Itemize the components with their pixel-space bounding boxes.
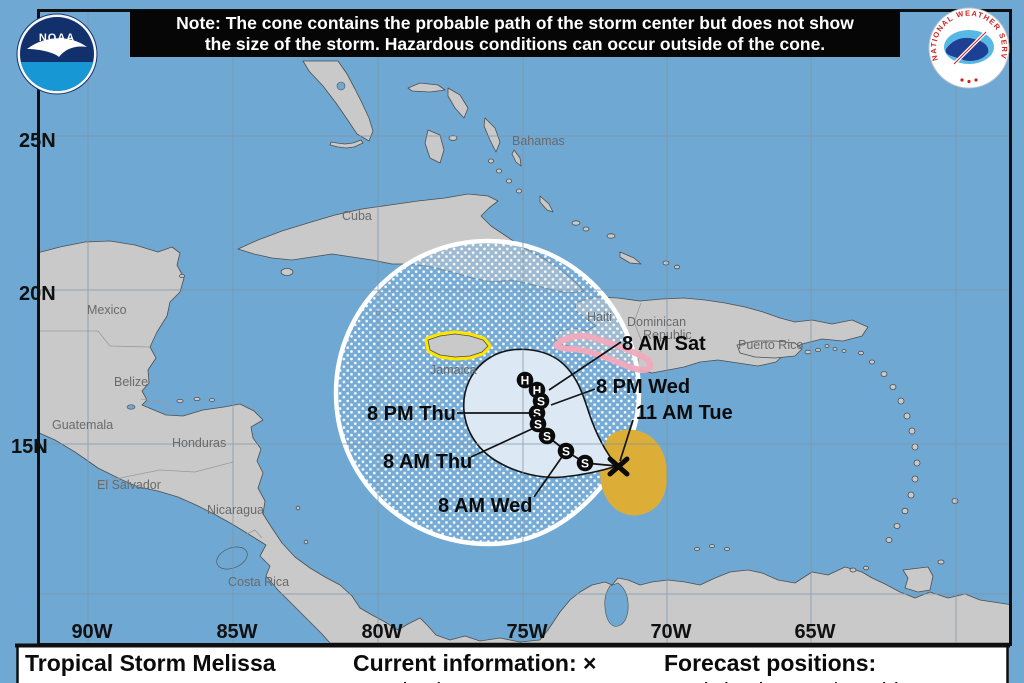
lat-label-25n: 25N [19,130,56,152]
lon-label-90w: 90W [71,621,112,643]
track-point-marker: S [557,442,575,460]
footer-panel: Tropical Storm Melissa Tuesday October 2… [15,643,1010,683]
note-banner: Note: The cone contains the probable pat… [130,10,900,57]
note-banner-line1: Note: The cone contains the probable pat… [176,13,854,33]
noaa-seagull-icon [27,38,87,57]
noaa-logo-text: NOAA [39,32,75,44]
time-label-8am-thu: 8 AM Thu [383,451,472,473]
label-jamaica: Jamaica [430,363,477,377]
svg-text:S: S [534,418,542,432]
label-honduras: Honduras [172,436,226,450]
svg-text:S: S [537,395,545,409]
label-dominican: Dominican [627,315,686,329]
label-mexico: Mexico [87,303,127,317]
time-label-8pm-thu: 8 PM Thu [367,403,456,425]
current-information-label: Current information: × [353,650,596,676]
lat-label-20n: 20N [19,283,56,305]
lon-label-70w: 70W [650,621,691,643]
current-position-x-marker [607,456,630,477]
label-costa-rica: Costa Rica [228,575,289,589]
label-haiti: Haiti [587,310,612,324]
central-south-america-landmass [37,240,1012,644]
puerto-rico-landmass [736,340,803,359]
axis-labels: 25N 20N 15N 90W 85W 80W 75W 70W 65W [11,130,836,643]
svg-text:H: H [533,384,542,398]
track-point-marker: S [576,454,594,472]
leader-lines [457,341,634,498]
track-point-marker: S [529,415,547,433]
forecast-position-markers: H H S S S S S S [516,371,594,472]
svg-text:H: H [521,374,530,388]
svg-text:S: S [533,407,541,421]
label-guatemala: Guatemala [52,418,113,432]
bahamas-islands [407,82,680,270]
note-banner-line2: the size of the storm. Hazardous conditi… [205,34,825,54]
lon-label-80w: 80W [361,621,402,643]
nws-logo: NATIONAL WEATHER SERVICE [928,7,1010,89]
time-label-8am-wed: 8 AM Wed [438,495,532,517]
lon-label-85w: 85W [216,621,257,643]
warning-area-blob [600,429,668,516]
svg-text:S: S [562,445,570,459]
storm-title: Tropical Storm Melissa [25,650,276,676]
noaa-logo: NOAA [16,13,98,95]
label-republic: Republic [643,328,692,342]
label-bahamas: Bahamas [512,134,565,148]
time-labels: 8 AM Sat 8 PM Wed 11 AM Tue 8 PM Thu 8 A… [367,333,733,517]
advisory-date: Tuesday October 21, 2025 [25,681,202,683]
label-puerto-rico: Puerto Rico [738,338,803,352]
time-label-8am-sat: 8 AM Sat [622,333,706,355]
place-labels: Mexico Cuba Bahamas Belize Guatemala Hon… [52,134,803,589]
lat-label-15n: 15N [11,436,48,458]
grid-lines [37,11,1012,643]
lon-label-75w: 75W [506,621,547,643]
svg-text:S: S [581,457,589,471]
track-point-marker: S [538,427,556,445]
forecast-positions-legend: ●Tropical Cyclone ●Post/Potential TC [664,681,922,683]
svg-text:S: S [543,430,551,444]
label-belize: Belize [114,375,148,389]
track-point-marker: H [516,371,534,389]
label-cuba: Cuba [342,209,372,223]
jamaica-watch-area [424,330,492,361]
small-islands [176,273,959,593]
center-location-text: Center location 14.3 N 71.7 W [353,681,556,683]
lon-label-65w: 65W [794,621,835,643]
haiti-watch-area [553,333,654,373]
label-nicaragua: Nicaragua [207,503,264,517]
time-label-8pm-wed: 8 PM Wed [596,376,690,398]
forecast-positions-label: Forecast positions: [664,650,876,676]
time-label-11am-tue: 11 AM Tue [636,402,733,424]
label-el-salvador: El Salvador [97,478,161,492]
